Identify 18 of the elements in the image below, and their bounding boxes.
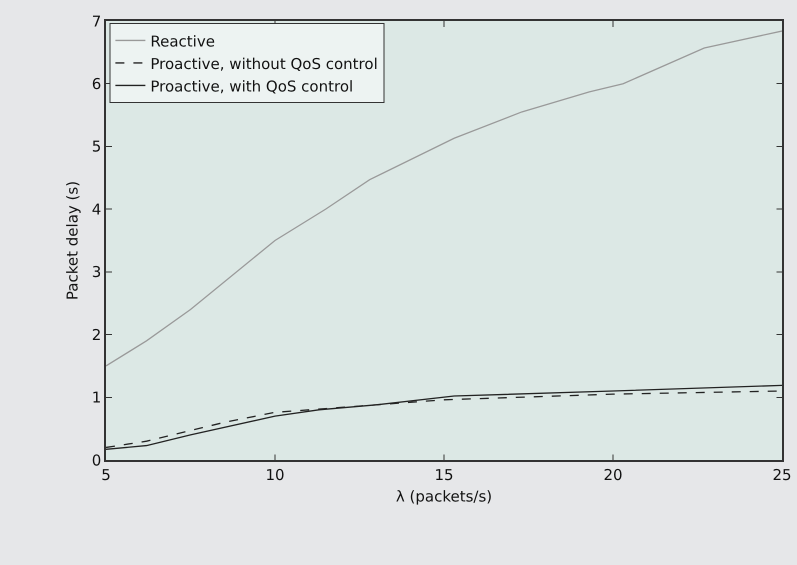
x-tick-label: 10	[265, 466, 285, 484]
y-tick-label: 4	[92, 200, 102, 218]
legend-label: Proactive, without QoS control	[150, 54, 378, 73]
line-series	[106, 30, 782, 367]
legend-label: Reactive	[150, 32, 215, 50]
y-tick-label: 0	[92, 451, 102, 470]
x-axis-title: λ (packets/s)	[396, 487, 492, 506]
x-tick-label: 20	[603, 466, 623, 484]
y-tick-label: 3	[92, 263, 102, 282]
x-tick-label: 15	[434, 466, 454, 484]
y-tick-label: 7	[92, 12, 102, 30]
y-tick-label: 2	[92, 326, 102, 344]
y-tick-label: 1	[92, 388, 102, 407]
x-tick-label: 25	[772, 466, 792, 484]
y-tick-label: 6	[92, 74, 102, 93]
y-tick-label: 5	[92, 138, 102, 156]
y-axis-title: Packet delay (s)	[63, 180, 82, 300]
legend-label: Proactive, with QoS control	[150, 77, 354, 96]
